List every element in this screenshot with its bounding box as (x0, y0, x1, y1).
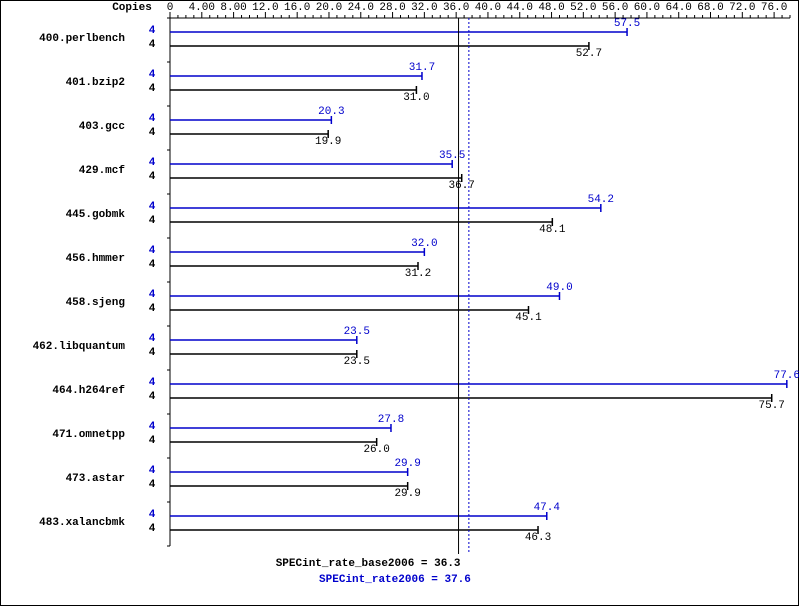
copies-value-base: 4 (149, 347, 156, 359)
copies-value-peak: 4 (149, 201, 156, 213)
x-tick-label: 76.0 (761, 2, 787, 14)
benchmark-name: 464.h264ref (52, 385, 125, 397)
spec-rate-chart: 0 4.00 8.00 12.0 16.0 20.0 24.0 28.0 32.0 36.0 40.… (0, 0, 799, 606)
copies-value-base: 4 (149, 215, 156, 227)
base-value: 75.7 (759, 400, 785, 412)
copies-value-peak: 4 (149, 113, 156, 125)
copies-value-peak: 4 (149, 509, 156, 521)
base-value: 48.1 (539, 224, 565, 236)
x-tick-label: 60.0 (634, 2, 660, 14)
copies-value-peak: 4 (149, 69, 156, 81)
copies-value-peak: 4 (149, 333, 156, 345)
base-value: 31.2 (405, 268, 431, 280)
copies-value-peak: 4 (149, 157, 156, 169)
copies-value-peak: 4 (149, 25, 156, 37)
summary-base: SPECint_rate_base2006 = 36.3 (276, 558, 461, 570)
base-value: 23.5 (344, 356, 370, 368)
summary-peak: SPECint_rate2006 = 37.6 (319, 574, 471, 586)
base-value: 45.1 (515, 312, 541, 324)
copies-value-base: 4 (149, 259, 156, 271)
base-value: 26.0 (363, 444, 389, 456)
peak-value: 49.0 (546, 282, 572, 294)
x-tick-label: 20.0 (316, 2, 342, 14)
x-tick-label: 68.0 (697, 2, 723, 14)
copies-value-base: 4 (149, 391, 156, 403)
peak-value: 31.7 (409, 62, 435, 74)
benchmark-name: 473.astar (66, 473, 125, 485)
copies-value-base: 4 (149, 435, 156, 447)
copies-value-peak: 4 (149, 421, 156, 433)
copies-value-base: 4 (149, 39, 156, 51)
copies-value-base: 4 (149, 127, 156, 139)
benchmark-name: 445.gobmk (66, 209, 125, 221)
benchmark-name: 456.hmmer (66, 253, 125, 265)
x-tick-label: 44.0 (507, 2, 533, 14)
peak-value: 57.5 (614, 18, 640, 30)
benchmark-name: 401.bzip2 (66, 77, 125, 89)
x-tick-label: 48.0 (538, 2, 564, 14)
base-value: 31.0 (403, 92, 429, 104)
x-tick-label: 28.0 (379, 2, 405, 14)
x-tick-label: 36.0 (443, 2, 469, 14)
benchmark-name: 462.libquantum (33, 341, 125, 353)
x-tick-label: 8.00 (220, 2, 246, 14)
base-value: 19.9 (315, 136, 341, 148)
peak-value: 32.0 (411, 238, 437, 250)
copies-value-base: 4 (149, 523, 156, 535)
x-tick-label: 40.0 (475, 2, 501, 14)
copies-value-base: 4 (149, 479, 156, 491)
copies-value-peak: 4 (149, 245, 156, 257)
benchmark-name: 400.perlbench (39, 33, 125, 45)
copies-value-base: 4 (149, 303, 156, 315)
copies-value-peak: 4 (149, 377, 156, 389)
base-value: 36.7 (449, 180, 475, 192)
base-value: 52.7 (576, 48, 602, 60)
peak-value: 77.6 (774, 370, 799, 382)
x-tick-label: 4.00 (189, 2, 215, 14)
copies-value-base: 4 (149, 171, 156, 183)
peak-value: 54.2 (588, 194, 614, 206)
x-tick-label: 16.0 (284, 2, 310, 14)
x-tick-label: 64.0 (666, 2, 692, 14)
benchmark-name: 429.mcf (79, 165, 125, 177)
copies-value-base: 4 (149, 83, 156, 95)
x-tick-label: 32.0 (411, 2, 437, 14)
x-tick-label: 72.0 (729, 2, 755, 14)
base-value: 29.9 (394, 488, 420, 500)
peak-value: 20.3 (318, 106, 344, 118)
copies-value-peak: 4 (149, 465, 156, 477)
benchmark-name: 403.gcc (79, 121, 125, 133)
copies-header: Copies (112, 2, 152, 14)
benchmark-name: 471.omnetpp (52, 429, 125, 441)
x-tick-label: 0 (167, 2, 174, 14)
peak-value: 29.9 (394, 458, 420, 470)
x-tick-label: 56.0 (602, 2, 628, 14)
peak-value: 47.4 (534, 502, 560, 514)
peak-value: 23.5 (344, 326, 370, 338)
copies-value-peak: 4 (149, 289, 156, 301)
peak-value: 35.5 (439, 150, 465, 162)
x-tick-label: 52.0 (570, 2, 596, 14)
x-tick-label: 12.0 (252, 2, 278, 14)
x-tick-label: 24.0 (348, 2, 374, 14)
peak-value: 27.8 (378, 414, 404, 426)
benchmark-name: 483.xalancbmk (39, 517, 125, 529)
benchmark-name: 458.sjeng (66, 297, 125, 309)
base-value: 46.3 (525, 532, 551, 544)
